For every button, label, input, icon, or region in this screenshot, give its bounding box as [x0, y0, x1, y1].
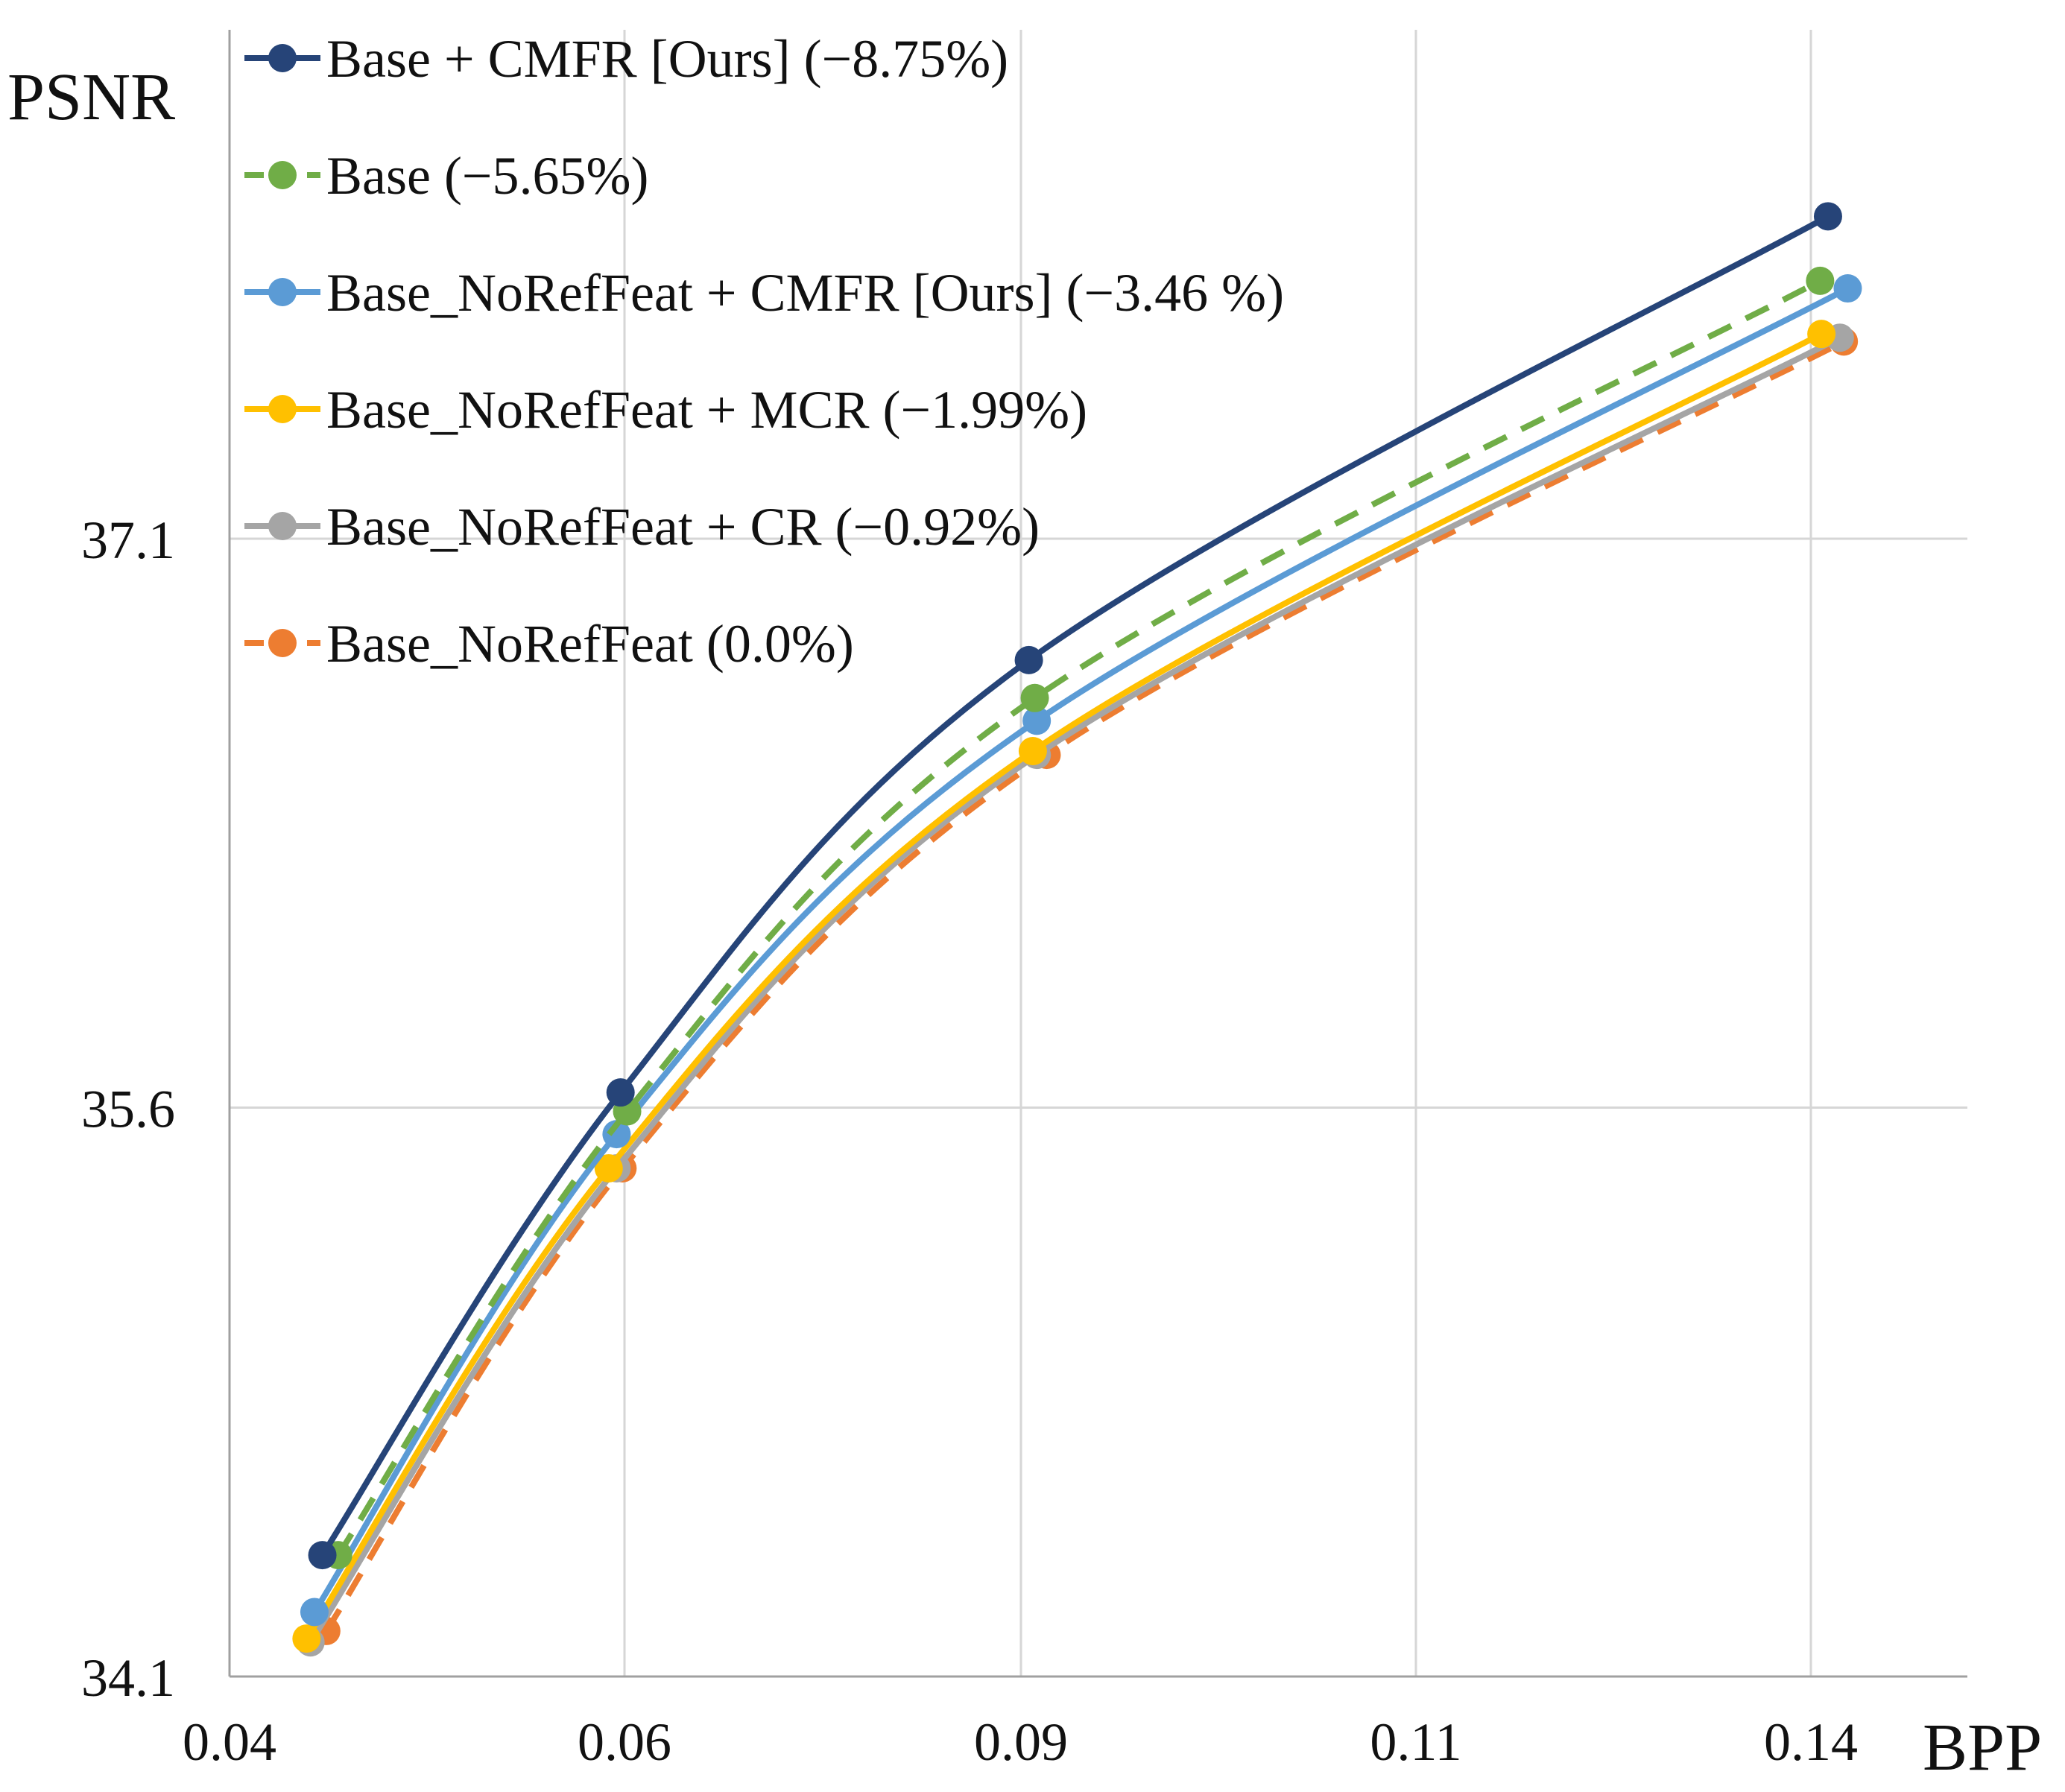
legend-label: Base_NoRefFeat + CMFR [Ours] (−3.46 %)	[326, 263, 1284, 323]
legend-marker	[268, 629, 297, 657]
data-point	[1022, 706, 1052, 735]
data-point	[1020, 683, 1049, 712]
legend-marker	[268, 161, 297, 189]
series-line	[303, 331, 1825, 1642]
legend-entry-2: Base (−5.65%)	[244, 146, 649, 206]
legend-label: Base (−5.65%)	[326, 146, 649, 206]
x-tick-label: 0.14	[1764, 1712, 1858, 1772]
legend-entry-6: Base_NoRefFeat (0.0%)	[244, 614, 854, 674]
legend-marker	[268, 278, 297, 306]
data-point	[594, 1153, 623, 1182]
data-point	[1807, 320, 1836, 349]
legend-label: Base_NoRefFeat (0.0%)	[326, 614, 854, 674]
y-tick-label: 34.1	[81, 1648, 175, 1708]
axis-layer: 34.1 35.6 37.1 0.04 0.06 0.09 0.11 0.14	[81, 30, 1967, 1772]
data-point	[300, 1598, 329, 1627]
legend-label: Base_NoRefFeat + CR (−0.92%)	[326, 497, 1040, 557]
series-line	[319, 213, 1831, 1559]
x-tick-label: 0.11	[1370, 1712, 1461, 1772]
data-point	[602, 1120, 631, 1149]
data-point	[1833, 274, 1862, 303]
series-line	[323, 338, 1846, 1633]
data-point	[606, 1078, 635, 1107]
x-axis-title: BPP	[1923, 1711, 2042, 1785]
y-axis-title: PSNR	[7, 60, 175, 134]
data-point	[292, 1624, 321, 1653]
series-4	[292, 320, 1836, 1653]
y-tick-label: 35.6	[81, 1080, 175, 1139]
data-point	[308, 1541, 337, 1570]
legend-marker	[268, 44, 297, 72]
legend: Base + CMFR [Ours] (−8.75%) Base (−5.65%)…	[244, 29, 1284, 674]
x-tick-label: 0.06	[578, 1712, 671, 1772]
x-tick-label: 0.04	[183, 1712, 276, 1772]
data-point	[1018, 737, 1047, 766]
series-line	[307, 335, 1843, 1646]
legend-label: Base + CMFR [Ours] (−8.75%)	[326, 29, 1008, 89]
legend-label: Base_NoRefFeat + MCR (−1.99%)	[326, 380, 1087, 440]
legend-marker	[268, 512, 297, 540]
series-line	[311, 285, 1851, 1615]
series-3	[300, 274, 1862, 1627]
legend-marker	[268, 395, 297, 423]
data-point	[1806, 266, 1835, 295]
legend-entry-4: Base_NoRefFeat + MCR (−1.99%)	[244, 380, 1087, 440]
series-line	[335, 278, 1822, 1557]
data-point	[1813, 202, 1842, 231]
legend-entry-3: Base_NoRefFeat + CMFR [Ours] (−3.46 %)	[244, 263, 1284, 323]
legend-entry-5: Base_NoRefFeat + CR (−0.92%)	[244, 497, 1040, 557]
data-point	[1014, 645, 1043, 674]
series-1	[308, 202, 1842, 1570]
y-tick-label: 37.1	[81, 510, 175, 570]
legend-entry-1: Base + CMFR [Ours] (−8.75%)	[244, 29, 1008, 89]
x-tick-label: 0.09	[974, 1712, 1068, 1772]
series-layer	[292, 202, 1862, 1657]
series-2	[323, 266, 1835, 1570]
